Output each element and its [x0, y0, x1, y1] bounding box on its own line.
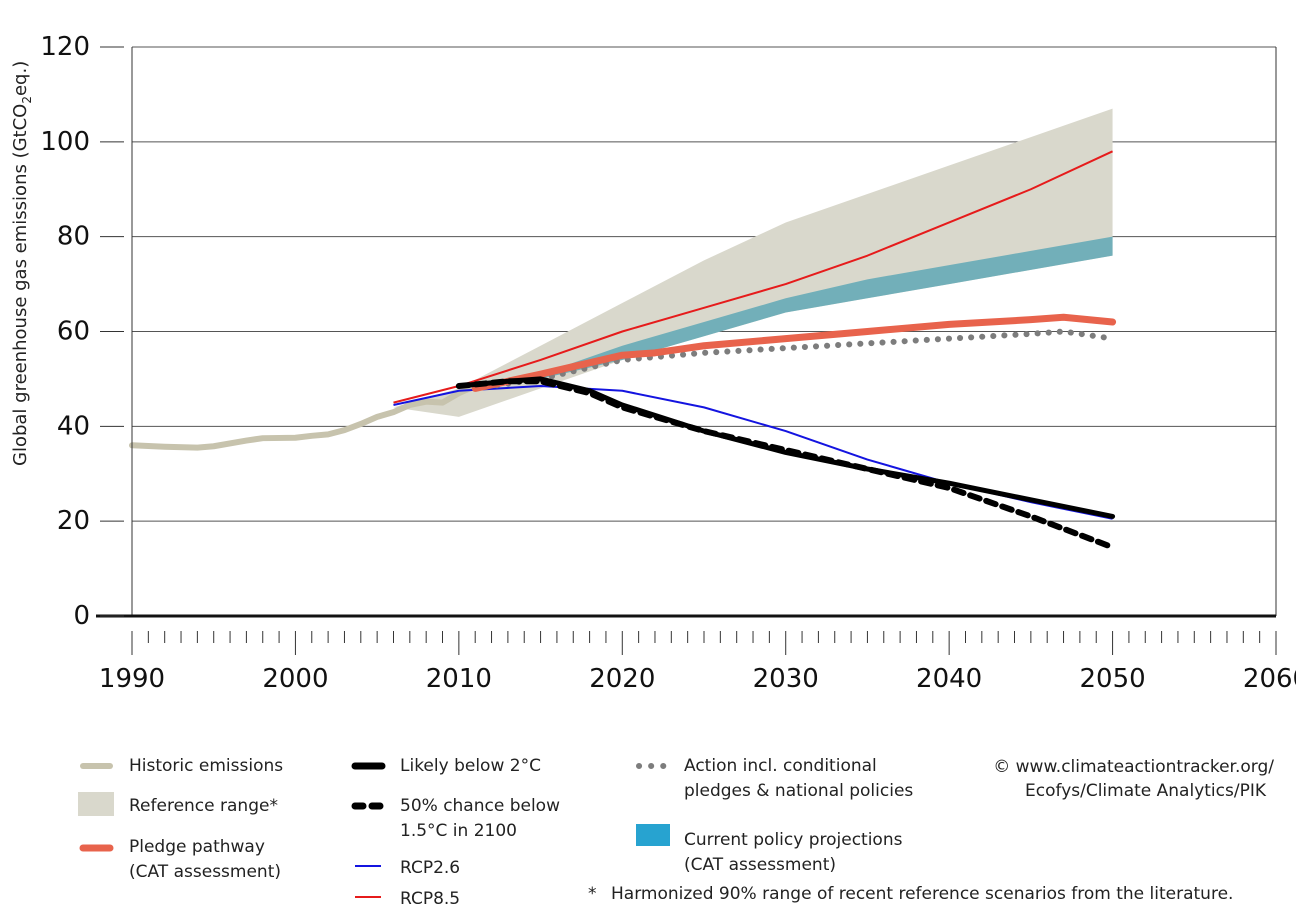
series-pledge — [471, 313, 1117, 392]
legend-label2-ch15: 1.5°C in 2100 — [400, 821, 517, 841]
series-action — [472, 328, 1116, 392]
footnote-star: * — [588, 884, 597, 904]
legend-label-pledge: Pledge pathway — [129, 837, 265, 857]
legend-swatch-reference — [78, 792, 114, 816]
legend-label-rcp26: RCP2.6 — [400, 858, 460, 878]
legend-label-ch15: 50% chance below — [400, 796, 560, 816]
legend-label-current_policy: Current policy projections — [684, 830, 903, 850]
x-tick-label-2020: 2020 — [589, 664, 655, 694]
x-tick-label-2060: 2060 — [1243, 664, 1296, 694]
series-ch15 — [455, 378, 1116, 551]
legend: Historic emissions Reference range* Pledge… — [78, 756, 913, 909]
legend-label2-action: pledges & national policies — [684, 781, 913, 801]
x-tick-label-2040: 2040 — [916, 664, 982, 694]
x-tick-label-2030: 2030 — [753, 664, 819, 694]
y-tick-label-40: 40 — [57, 411, 90, 441]
x-tick-label-1990: 1990 — [99, 664, 165, 694]
series-lines — [129, 150, 1117, 551]
x-tick-label-2050: 2050 — [1079, 664, 1145, 694]
legend-label-action: Action incl. conditional — [684, 756, 877, 776]
x-tick-label-2010: 2010 — [426, 664, 492, 694]
legend-label2-current_policy: (CAT assessment) — [684, 855, 836, 875]
y-axis-title-end: eq.) — [10, 61, 31, 96]
reference-range-band — [393, 108, 1113, 417]
footnote: Harmonized 90% range of recent reference… — [611, 884, 1233, 904]
y-tick-label-80: 80 — [57, 222, 90, 252]
y-axis-title: Global greenhouse gas emissions (GtCO2eq… — [10, 61, 34, 466]
series-likely2c — [456, 376, 1116, 519]
legend-label-likely2c: Likely below 2°C — [400, 756, 541, 776]
y-axis-title-subscript: 2 — [20, 96, 34, 104]
series-historic — [129, 380, 495, 451]
series-rcp26 — [393, 385, 1113, 520]
current-policy-band — [475, 236, 1113, 389]
y-tick-label-0: 0 — [73, 601, 90, 631]
svg-text:Global greenhouse gas emission: Global greenhouse gas emissions (GtCO2eq… — [10, 61, 34, 466]
legend-label-historic: Historic emissions — [129, 756, 283, 776]
credit-line-2: Ecofys/Climate Analytics/PIK — [1025, 781, 1267, 801]
notes: © www.climateactiontracker.org/ Ecofys/C… — [588, 757, 1274, 904]
y-tick-label-60: 60 — [57, 317, 90, 347]
credit-line-1: © www.climateactiontracker.org/ — [993, 757, 1274, 777]
legend-swatch-current_policy — [636, 824, 670, 846]
y-axis-title-main: Global greenhouse gas emissions (GtCO — [10, 104, 31, 466]
series-rcp85 — [393, 150, 1113, 404]
legend-label-rcp85: RCP8.5 — [400, 889, 460, 909]
y-tick-label-20: 20 — [57, 506, 90, 536]
y-tick-label-100: 100 — [40, 127, 90, 157]
x-tick-label-2000: 2000 — [262, 664, 328, 694]
bands — [393, 108, 1113, 417]
legend-label-reference: Reference range* — [129, 796, 278, 816]
legend-label2-pledge: (CAT assessment) — [129, 862, 281, 882]
y-tick-label-120: 120 — [40, 32, 90, 62]
